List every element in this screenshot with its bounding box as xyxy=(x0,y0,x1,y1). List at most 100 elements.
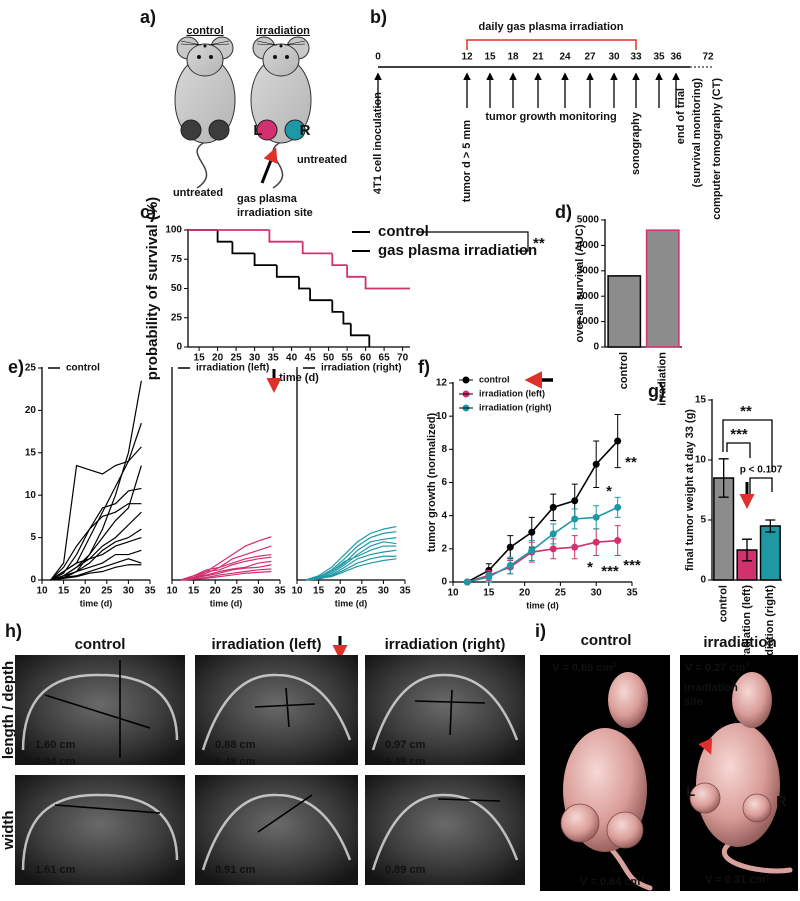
data-point xyxy=(592,460,600,468)
y-tick-label: 100 xyxy=(165,225,182,236)
measurement-line xyxy=(254,703,316,708)
column-title: irradiation xyxy=(703,634,776,651)
legend-label: irradiation (left) xyxy=(196,363,269,374)
data-point xyxy=(463,578,471,586)
heading: control xyxy=(186,25,223,37)
ct-tumor xyxy=(606,811,644,849)
arrow xyxy=(260,147,278,184)
volume: V = 0.69 cm³ xyxy=(552,662,616,674)
category-label: control xyxy=(718,585,730,622)
x-tick-label: 15 xyxy=(194,353,206,364)
y-tick-label: 5 xyxy=(30,532,36,543)
data-point xyxy=(571,497,579,505)
untreated-label: untreated xyxy=(297,154,347,166)
tumor-curve xyxy=(50,380,142,581)
legend-label: irradiation (right) xyxy=(321,363,402,374)
measurement-line xyxy=(414,700,486,704)
measurement: 0.94 cm xyxy=(35,756,76,768)
tumor xyxy=(208,119,230,141)
x-tick-label: 20 xyxy=(212,353,224,364)
tumor-curve xyxy=(180,570,272,581)
x-tick-label: 10 xyxy=(291,586,303,597)
ultrasound-image xyxy=(15,655,185,765)
mouse-eye xyxy=(273,55,277,59)
x-tick-label: 70 xyxy=(397,353,409,364)
survival-step xyxy=(216,230,233,243)
y-tick-label: 25 xyxy=(171,312,183,323)
panel-label: b) xyxy=(370,7,387,27)
tumor-outline xyxy=(21,673,179,751)
day-label: 72 xyxy=(702,52,714,63)
x-tick-label: 10 xyxy=(447,588,459,599)
tumor-curve xyxy=(50,537,142,581)
x-tick-label: 40 xyxy=(286,353,298,364)
panel-label: i) xyxy=(535,621,546,641)
mouse-head xyxy=(262,43,300,77)
tumor-outline xyxy=(21,793,179,871)
data-point xyxy=(614,437,622,445)
x-axis-label: time (d) xyxy=(279,372,319,384)
x-tick-label: 30 xyxy=(249,353,261,364)
y-tick-label: 0 xyxy=(593,342,599,353)
row-label: width xyxy=(0,810,17,850)
ct-tail xyxy=(609,847,653,891)
x-axis-label: time (d) xyxy=(80,598,113,608)
measurement-line xyxy=(54,804,161,814)
tumor xyxy=(284,119,306,141)
ct-head xyxy=(608,672,648,728)
mouse-nose xyxy=(279,44,283,48)
category-label: control xyxy=(618,352,630,389)
day-label: 21 xyxy=(532,52,544,63)
y-tick-label: 25 xyxy=(25,363,37,374)
side-label: L xyxy=(253,122,262,139)
panel-label: f) xyxy=(418,357,430,377)
tumor-curve xyxy=(50,549,142,581)
data-point xyxy=(592,513,600,521)
category-label: irradiation (left) xyxy=(741,585,753,666)
y-axis-label: tumor growth (normalized) xyxy=(426,413,438,553)
measurement: 0.48 cm xyxy=(215,756,256,768)
y-tick-label: 3000 xyxy=(577,265,600,276)
y-tick-label: 0 xyxy=(700,575,706,586)
day-label: 36 xyxy=(670,52,682,63)
mean-line xyxy=(466,440,619,583)
untreated-label: untreated xyxy=(173,187,223,199)
day-label: 0 xyxy=(375,52,381,63)
significance: ** xyxy=(625,454,637,471)
tumor xyxy=(180,119,202,141)
bar xyxy=(759,525,781,581)
tumor-curve xyxy=(180,564,272,581)
volume: V = 0.84 cm³ xyxy=(580,876,644,888)
ultrasound-image xyxy=(195,775,358,885)
legend-label: control xyxy=(479,374,510,384)
tumor-curve xyxy=(50,511,142,581)
y-axis-label: final tumor weight at day 33 (g) xyxy=(684,409,696,571)
survival-step xyxy=(342,311,351,325)
data-point xyxy=(592,538,600,546)
x-tick-label: 35 xyxy=(268,353,280,364)
legend-label: irradiation (right) xyxy=(479,402,552,412)
site-label: gas plasma xyxy=(237,193,298,205)
whisker xyxy=(256,40,278,46)
y-tick-label: 0 xyxy=(441,577,447,588)
x-tick-label: 25 xyxy=(555,588,567,599)
x-tick-label: 25 xyxy=(231,353,243,364)
significance-bracket xyxy=(749,477,773,500)
tumor xyxy=(256,119,278,141)
mean-line xyxy=(467,506,619,583)
survival-step xyxy=(301,241,333,255)
y-tick-label: 5000 xyxy=(577,215,600,226)
survival-step xyxy=(268,230,303,243)
ct-tumor xyxy=(742,793,772,823)
ct-tumor xyxy=(560,803,600,843)
y-axis-label: over-all survival (AUC) xyxy=(574,224,586,342)
ct-tail xyxy=(722,837,793,874)
x-tick-label: 35 xyxy=(399,586,411,597)
error-bar xyxy=(718,458,729,498)
data-point xyxy=(571,515,579,523)
day-label: 24 xyxy=(559,52,571,63)
event-label: end of trial xyxy=(675,88,687,144)
data-point xyxy=(614,503,622,511)
survival-step xyxy=(298,276,311,290)
